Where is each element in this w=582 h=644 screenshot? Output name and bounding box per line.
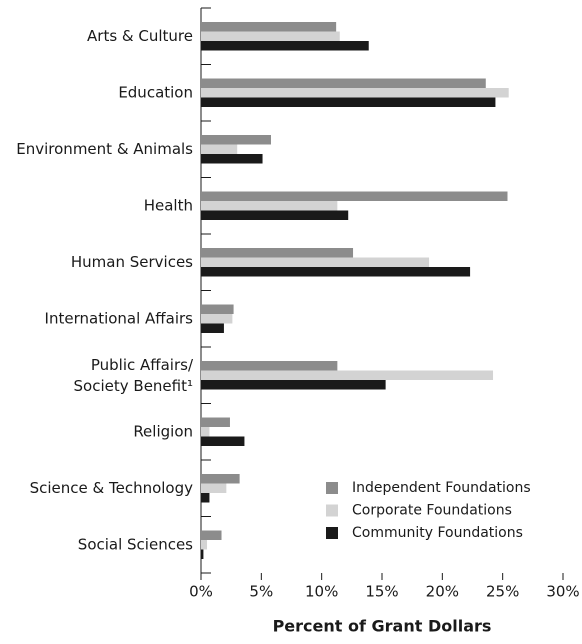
legend-swatch — [326, 504, 338, 517]
bar — [201, 323, 224, 333]
x-tick-label: 25% — [486, 583, 519, 601]
y-tick-label: Human Services — [71, 253, 193, 271]
legend-swatch — [326, 527, 338, 539]
bar — [201, 483, 227, 493]
bar — [201, 22, 337, 32]
bar — [201, 493, 210, 503]
legend-label: Independent Foundations — [352, 480, 531, 496]
bar — [201, 135, 271, 145]
x-tick-label: 30% — [546, 583, 579, 601]
bar — [201, 370, 494, 380]
bar — [201, 201, 338, 211]
bar — [201, 210, 349, 220]
bar — [201, 549, 204, 559]
bar — [201, 154, 263, 164]
bar — [201, 361, 338, 371]
x-tick-label: 5% — [249, 583, 273, 601]
bar — [201, 304, 234, 314]
x-axis-label: Percent of Grant Dollars — [273, 617, 492, 636]
bar — [201, 436, 245, 446]
x-tick-label: 15% — [365, 583, 398, 601]
bar — [201, 88, 509, 98]
legend-label: Corporate Foundations — [352, 503, 512, 519]
bar — [201, 78, 486, 88]
bar — [201, 248, 354, 258]
bar — [201, 267, 471, 277]
y-tick-label: Public Affairs/Society Benefit¹ — [74, 355, 194, 394]
bar — [201, 191, 508, 201]
y-tick-label: Environment & Animals — [16, 140, 193, 158]
bar — [201, 427, 210, 437]
y-tick-label: Health — [144, 196, 193, 214]
legend-label: Community Foundations — [352, 525, 523, 541]
y-tick-label: Education — [118, 83, 193, 101]
bar — [201, 41, 369, 51]
legend-swatch — [326, 482, 338, 494]
bar — [201, 144, 238, 154]
bar — [201, 257, 430, 267]
x-tick-label: 10% — [305, 583, 338, 601]
bar — [201, 474, 240, 484]
y-tick-label: Social Sciences — [78, 535, 193, 553]
bar — [201, 530, 222, 540]
x-tick-label: 20% — [426, 583, 459, 601]
bar — [201, 31, 340, 41]
y-tick-label: Arts & Culture — [87, 27, 193, 45]
bar — [201, 417, 230, 427]
bar — [201, 314, 233, 324]
bar — [201, 97, 496, 107]
bar — [201, 380, 386, 390]
y-tick-label: Science & Technology — [30, 479, 194, 497]
y-tick-label: Religion — [133, 422, 193, 440]
y-tick-label: International Affairs — [45, 309, 194, 327]
bar — [201, 540, 208, 550]
x-tick-label: 0% — [189, 583, 213, 601]
